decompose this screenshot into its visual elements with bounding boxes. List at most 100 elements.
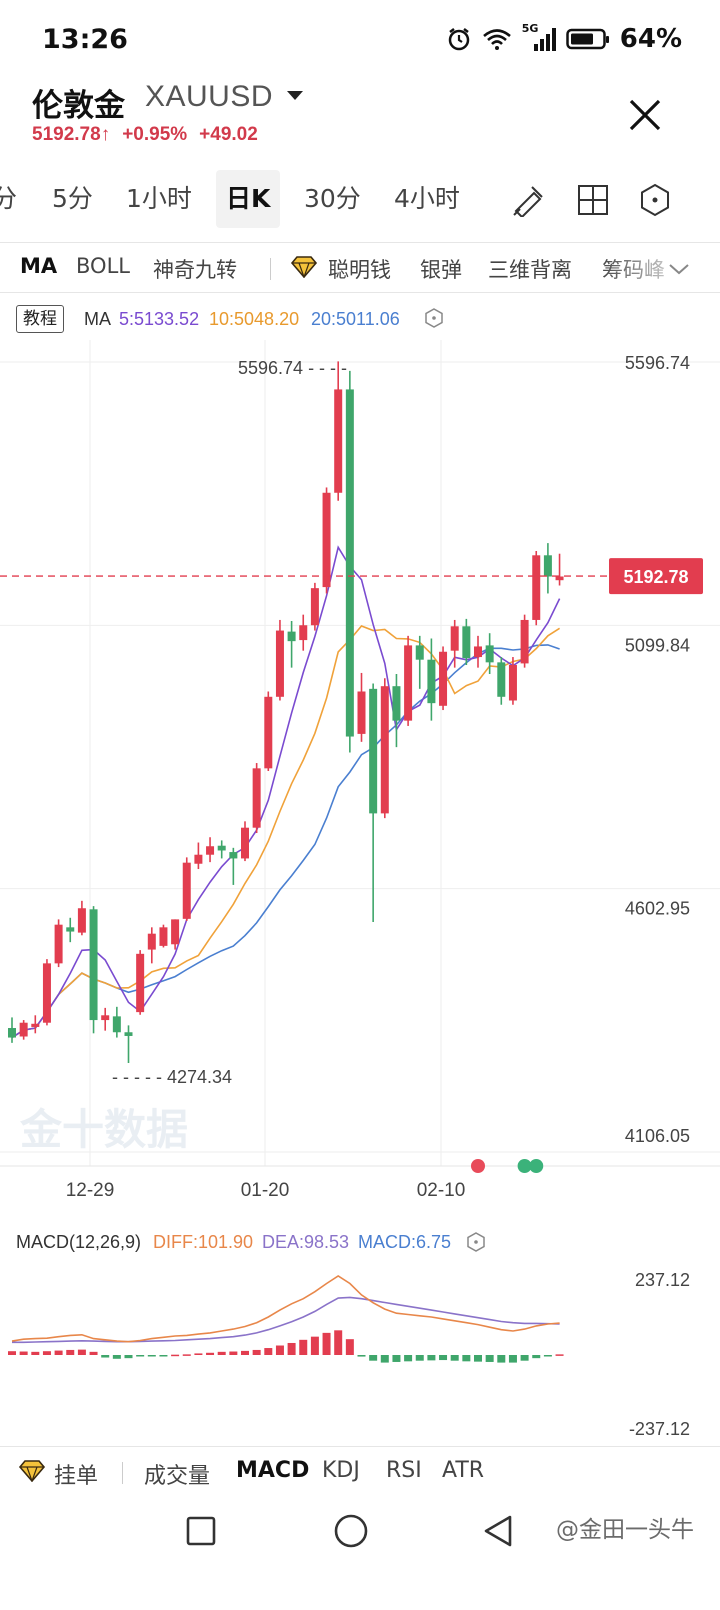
home-circle-icon[interactable] bbox=[333, 1513, 369, 1553]
tab-atr[interactable]: ATR bbox=[442, 1458, 485, 1483]
instrument-symbol[interactable]: XAUUSD bbox=[145, 80, 274, 113]
candle-body bbox=[217, 845, 226, 851]
symbol-dropdown-caret-icon[interactable] bbox=[287, 91, 303, 100]
candle-body bbox=[508, 664, 517, 701]
candle-body bbox=[415, 645, 424, 660]
tab-pending-orders[interactable]: 挂单 bbox=[54, 1464, 99, 1489]
candle-body bbox=[357, 691, 366, 734]
close-icon[interactable] bbox=[626, 96, 664, 134]
candle-up bbox=[182, 857, 191, 921]
candle-up bbox=[194, 842, 203, 870]
tab-volume[interactable]: 成交量 bbox=[144, 1464, 211, 1489]
chevron-down-icon[interactable] bbox=[668, 258, 690, 282]
signal-icon: 5G bbox=[522, 22, 556, 52]
macd-bar bbox=[101, 1355, 110, 1358]
back-triangle-icon[interactable] bbox=[482, 1514, 514, 1552]
instrument-header: 伦敦金 XAUUSD 5192.78↑ +0.95% +49.02 bbox=[0, 80, 720, 160]
macd-histogram bbox=[8, 1330, 564, 1363]
battery-icon bbox=[566, 27, 610, 51]
macd-settings-icon bbox=[467, 1232, 485, 1252]
candle-body bbox=[124, 1032, 133, 1036]
macd-bar bbox=[241, 1350, 249, 1355]
tab-5min[interactable]: 5分 bbox=[52, 184, 93, 213]
macd-bar bbox=[520, 1355, 529, 1361]
status-icons: 5G 64% bbox=[446, 22, 682, 54]
macd-bar bbox=[194, 1353, 203, 1355]
candle-down bbox=[427, 638, 436, 721]
signal-dot bbox=[517, 1159, 532, 1173]
separator bbox=[270, 258, 271, 280]
candle-body bbox=[252, 768, 261, 828]
indicator-ma[interactable]: MA bbox=[20, 254, 58, 278]
ma-settings-icon[interactable] bbox=[424, 308, 444, 333]
macd-bar bbox=[171, 1354, 180, 1357]
macd-bar bbox=[380, 1355, 389, 1363]
macd-chart[interactable]: MACD(12,26,9) DIFF:101.90 DEA:98.53 MACD:6.… bbox=[0, 1220, 720, 1446]
macd-bar bbox=[310, 1336, 319, 1355]
y-axis-label: 4602.95 bbox=[625, 899, 690, 919]
candle-body bbox=[264, 696, 273, 769]
candle-body bbox=[136, 953, 145, 1013]
macd-bar bbox=[31, 1351, 40, 1355]
tab-macd[interactable]: MACD bbox=[236, 1458, 310, 1483]
candle-down bbox=[124, 1025, 133, 1063]
x-axis-label: 01-20 bbox=[241, 1180, 290, 1201]
macd-legend-item: DIFF:101.90 bbox=[153, 1232, 253, 1252]
candle-up bbox=[404, 635, 413, 726]
candlestick-chart[interactable]: 金十数据 5596.745099.844602.954106.055596.74… bbox=[0, 340, 720, 1220]
macd-bar bbox=[299, 1339, 308, 1355]
tab-rsi[interactable]: RSI bbox=[386, 1458, 422, 1483]
candle-up bbox=[532, 551, 541, 626]
macd-bar bbox=[508, 1355, 517, 1363]
indicator-magic-nine[interactable]: 神奇九转 bbox=[153, 258, 237, 282]
candle-up bbox=[275, 619, 284, 701]
macd-bar bbox=[474, 1355, 482, 1362]
macd-bar bbox=[8, 1351, 16, 1355]
indicator-silver-bullet[interactable]: 银弹 bbox=[420, 258, 462, 282]
indicator-boll[interactable]: BOLL bbox=[76, 254, 130, 278]
up-arrow-icon: ↑ bbox=[100, 124, 111, 145]
network-type: 5G bbox=[521, 22, 539, 35]
candle-body bbox=[287, 631, 296, 642]
candle-body bbox=[380, 686, 389, 814]
candle-up bbox=[252, 763, 261, 833]
macd-bar bbox=[427, 1355, 436, 1361]
candle-body bbox=[8, 1028, 16, 1038]
candle-up bbox=[299, 614, 308, 651]
tab-30min[interactable]: 30分 bbox=[304, 184, 361, 213]
tab-minute[interactable]: 分 bbox=[0, 184, 18, 213]
candle-up bbox=[42, 959, 51, 1026]
tutorial-button[interactable]: 教程 bbox=[16, 305, 64, 333]
tab-1hour[interactable]: 1小时 bbox=[126, 184, 192, 213]
draw-tool-icon[interactable] bbox=[512, 183, 546, 219]
candle-up bbox=[77, 900, 86, 936]
candle-down bbox=[392, 674, 401, 748]
recents-square-icon[interactable] bbox=[186, 1516, 216, 1550]
premium-diamond-icon bbox=[18, 1460, 46, 1488]
macd-legend: MACD(12,26,9) DIFF:101.90 DEA:98.53 MACD:6.… bbox=[16, 1232, 690, 1439]
indicator-chip-peak[interactable]: 筹码峰 bbox=[602, 258, 665, 282]
last-price-tag bbox=[609, 558, 703, 595]
system-nav-bar bbox=[0, 1500, 720, 1610]
candle-body bbox=[194, 854, 203, 864]
candle-up bbox=[19, 1020, 28, 1040]
indicator-smart-money[interactable]: 聪明钱 bbox=[328, 258, 391, 282]
divider bbox=[0, 242, 720, 243]
candle-body bbox=[485, 645, 494, 663]
candle-body bbox=[439, 651, 448, 706]
macd-lines bbox=[11, 1274, 560, 1344]
footer-watermark: @金田一头牛 bbox=[556, 1517, 694, 1543]
watermark-logo: 金十数据 bbox=[19, 1105, 188, 1154]
tab-kdj[interactable]: KDJ bbox=[322, 1458, 360, 1483]
candle-down bbox=[543, 543, 552, 594]
indicator-3d-divergence[interactable]: 三维背离 bbox=[488, 258, 572, 282]
ma-lines bbox=[11, 545, 561, 1039]
candle-down bbox=[66, 917, 75, 943]
tab-4hour[interactable]: 4小时 bbox=[394, 184, 460, 213]
layout-grid-icon[interactable] bbox=[576, 183, 610, 217]
candle-body bbox=[182, 862, 191, 919]
candle-body bbox=[334, 389, 343, 493]
settings-hexagon-icon[interactable] bbox=[638, 183, 672, 217]
tab-daily[interactable]: 日K bbox=[216, 170, 281, 228]
candle-body bbox=[322, 492, 331, 588]
